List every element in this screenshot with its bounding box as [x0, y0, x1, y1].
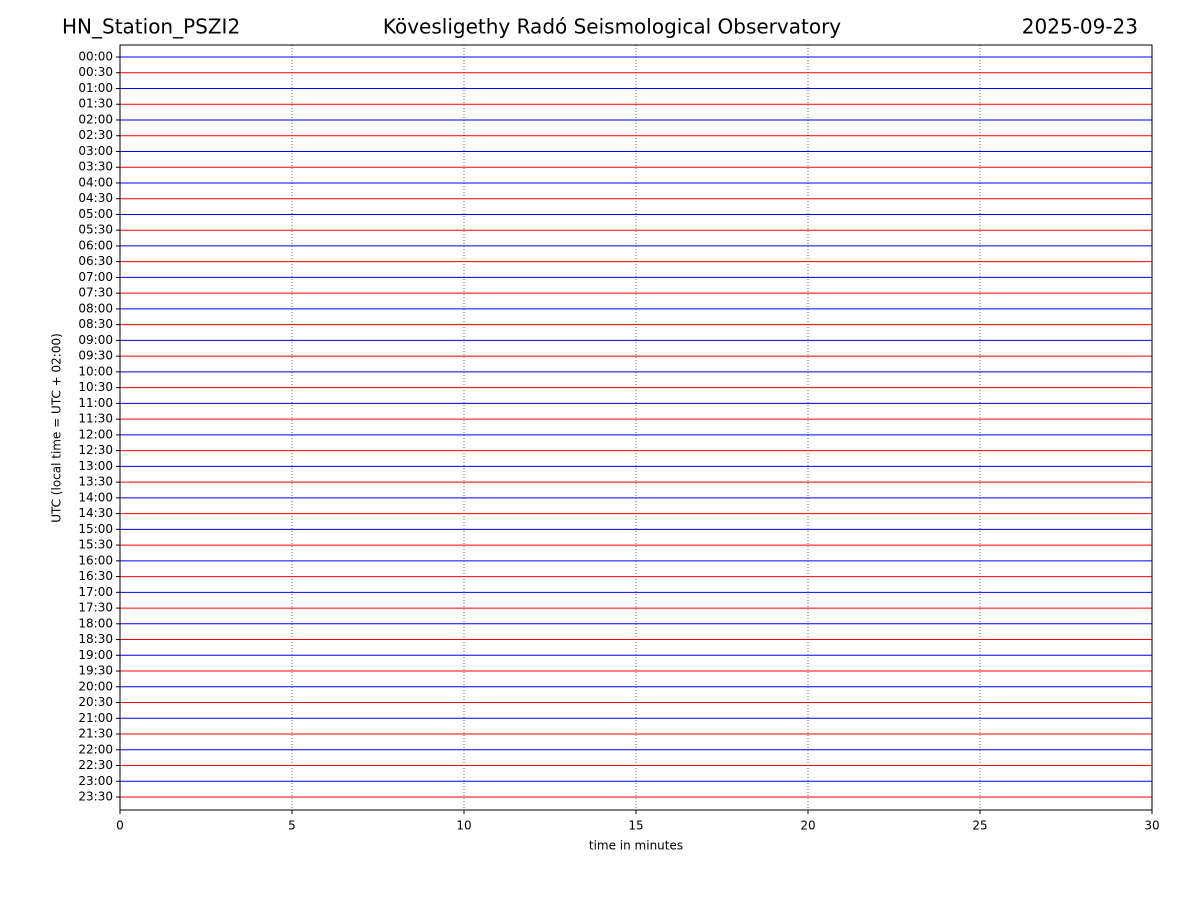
- y-tick-label: 03:00: [78, 144, 113, 158]
- date-title: 2025-09-23: [1022, 15, 1138, 39]
- y-tick-label: 13:00: [78, 459, 113, 473]
- y-tick-label: 16:00: [78, 553, 113, 567]
- y-tick-label: 19:30: [78, 664, 113, 678]
- y-tick-label: 14:00: [78, 490, 113, 504]
- x-tick-label: 20: [800, 819, 815, 833]
- y-tick-label: 01:30: [78, 97, 113, 111]
- chart-title: Kövesligethy Radó Seismological Observat…: [383, 15, 841, 39]
- y-tick-label: 15:00: [78, 522, 113, 536]
- y-tick-label: 01:00: [78, 81, 113, 95]
- y-tick-label: 18:30: [78, 632, 113, 646]
- y-tick-label: 19:00: [78, 648, 113, 662]
- station-title: HN_Station_PSZI2: [62, 15, 240, 39]
- y-tick-label: 09:00: [78, 333, 113, 347]
- y-tick-label: 14:30: [78, 506, 113, 520]
- y-tick-label: 13:30: [78, 475, 113, 489]
- y-tick-label: 00:00: [78, 50, 113, 64]
- y-tick-label: 08:00: [78, 301, 113, 315]
- y-tick-label: 21:00: [78, 711, 113, 725]
- y-tick-label: 12:00: [78, 427, 113, 441]
- y-tick-label: 00:30: [78, 65, 113, 79]
- y-tick-label: 06:30: [78, 254, 113, 268]
- y-tick-label: 11:30: [78, 412, 113, 426]
- x-tick-label: 0: [116, 819, 124, 833]
- y-tick-label: 02:00: [78, 112, 113, 126]
- x-tick-label: 5: [288, 819, 296, 833]
- plot-frame: [119, 44, 1153, 811]
- x-tick-label: 25: [972, 819, 987, 833]
- y-tick-label: 15:30: [78, 538, 113, 552]
- y-tick-label: 03:30: [78, 160, 113, 174]
- x-tick-label: 30: [1144, 819, 1159, 833]
- y-tick-label: 08:30: [78, 317, 113, 331]
- y-tick-label: 17:00: [78, 585, 113, 599]
- y-tick-label: 11:00: [78, 396, 113, 410]
- y-tick-label: 07:00: [78, 270, 113, 284]
- y-tick-label: 04:00: [78, 175, 113, 189]
- y-tick-label: 17:30: [78, 601, 113, 615]
- y-tick-label: 20:30: [78, 695, 113, 709]
- y-tick-label: 22:00: [78, 742, 113, 756]
- y-tick-label: 16:30: [78, 569, 113, 583]
- x-tick-label: 10: [456, 819, 471, 833]
- y-tick-label: 23:30: [78, 790, 113, 804]
- y-tick-label: 04:30: [78, 191, 113, 205]
- y-tick-label: 07:30: [78, 286, 113, 300]
- y-tick-label: 06:00: [78, 238, 113, 252]
- y-axis-label: UTC (local time = UTC + 02:00): [50, 333, 64, 523]
- y-tick-label: 12:30: [78, 443, 113, 457]
- y-tick-label: 22:30: [78, 758, 113, 772]
- y-tick-label: 18:00: [78, 616, 113, 630]
- y-tick-label: 10:30: [78, 380, 113, 394]
- x-axis-label: time in minutes: [589, 839, 683, 853]
- y-tick-label: 05:30: [78, 223, 113, 237]
- y-tick-label: 23:00: [78, 774, 113, 788]
- y-tick-label: 10:00: [78, 364, 113, 378]
- y-tick-label: 20:00: [78, 679, 113, 693]
- y-tick-label: 21:30: [78, 727, 113, 741]
- y-tick-label: 05:00: [78, 207, 113, 221]
- y-tick-label: 02:30: [78, 128, 113, 142]
- x-tick-label: 15: [628, 819, 643, 833]
- y-tick-label: 09:30: [78, 349, 113, 363]
